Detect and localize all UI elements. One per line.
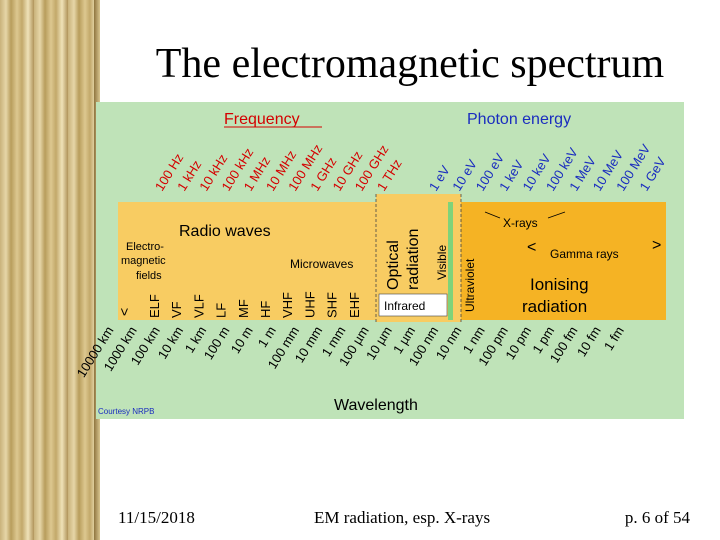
band-label: HF xyxy=(258,301,273,318)
em-fields-label-1: Electro- xyxy=(126,241,164,253)
wavelength-header: Wavelength xyxy=(334,397,418,414)
microwaves-label: Microwaves xyxy=(290,257,353,271)
band-label: VF xyxy=(169,301,184,318)
xrays-label: X-rays xyxy=(503,216,538,230)
photon-energy-header: Photon energy xyxy=(467,111,571,128)
infrared-label: Infrared xyxy=(384,299,425,313)
band-label: VLF xyxy=(191,294,206,318)
xrays-arrow-right xyxy=(547,211,566,219)
gamma-rays-label: Gamma rays xyxy=(550,247,619,261)
xrays-arrow-left xyxy=(484,211,501,219)
visible-label: Visible xyxy=(435,245,449,280)
em-fields-label-2: magnetic xyxy=(121,255,166,267)
slide-page-number: p. 6 of 54 xyxy=(624,508,690,527)
radio-band xyxy=(118,202,376,320)
ultraviolet-label: Ultraviolet xyxy=(463,258,477,312)
optical-label-2: radiation xyxy=(405,229,422,290)
ionising-label-2: radiation xyxy=(522,297,587,316)
frequency-header: Frequency xyxy=(224,111,300,128)
slide-title: The electromagnetic spectrum xyxy=(155,41,665,87)
visible-strip xyxy=(448,202,453,320)
radio-waves-label: Radio waves xyxy=(179,223,271,240)
band-label: LF xyxy=(214,303,229,318)
band-label: ELF xyxy=(147,294,162,318)
band-labels: ELF VF VLF LF MF HF VHF UHF SHF EHF xyxy=(147,291,362,318)
slide-date: 11/15/2018 xyxy=(118,508,195,527)
ionising-band xyxy=(461,202,666,320)
band-label: MF xyxy=(236,299,251,318)
courtesy-credit: Courtesy NRPB xyxy=(98,407,154,416)
band-label: VHF xyxy=(280,292,295,318)
band-label: EHF xyxy=(347,292,362,318)
ionising-label-1: Ionising xyxy=(530,275,589,294)
slide-caption: EM radiation, esp. X-rays xyxy=(314,508,491,527)
optical-label-1: Optical xyxy=(385,240,402,290)
gamma-arrow-left: < xyxy=(527,239,536,256)
infrared-box xyxy=(378,293,448,317)
band-label: UHF xyxy=(302,291,317,318)
em-fields-label-3: fields xyxy=(136,270,162,282)
gamma-arrow-right: > xyxy=(652,237,661,254)
elf-arrow: < xyxy=(116,308,132,316)
band-label: SHF xyxy=(325,292,340,318)
